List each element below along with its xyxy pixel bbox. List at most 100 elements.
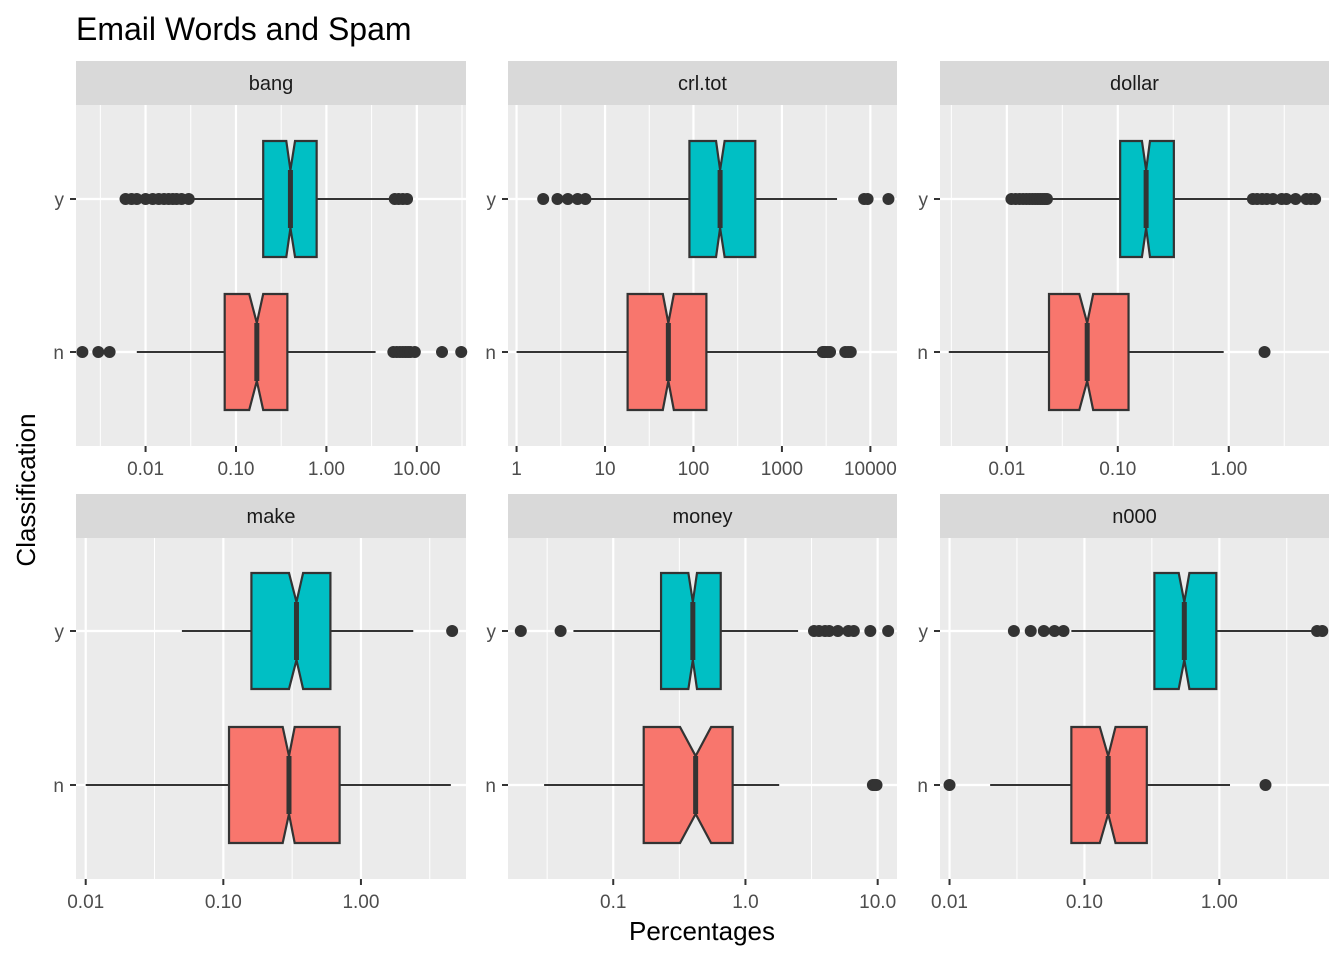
y-tick-label: n	[53, 343, 64, 364]
outlier-point	[561, 193, 574, 205]
y-tick-label: y	[487, 190, 497, 211]
x-tick-label: 0.1	[600, 892, 626, 913]
outlier-point	[823, 625, 836, 637]
boxplot-y	[119, 139, 414, 259]
outlier-point	[864, 625, 877, 637]
boxplot-y	[514, 571, 895, 691]
y-tick-label: n	[917, 343, 928, 364]
outlier-point	[847, 625, 860, 637]
x-tick-label: 0.10	[1099, 459, 1136, 480]
outlier-point	[943, 779, 956, 791]
y-tick-label: n	[53, 776, 64, 797]
outlier-point	[1040, 193, 1053, 205]
x-tick-label: 0.01	[127, 459, 164, 480]
y-tick-label: y	[487, 622, 497, 643]
x-tick-label: 0.01	[67, 892, 104, 913]
outlier-point	[130, 193, 143, 205]
outlier-point	[870, 779, 883, 791]
outlier-point	[551, 193, 564, 205]
x-tick-label: 100	[678, 459, 710, 480]
boxplot-n	[76, 292, 468, 412]
facet-strip	[940, 61, 1329, 105]
x-tick-label: 0.10	[1066, 892, 1103, 913]
outlier-point	[436, 346, 449, 358]
x-tick-label: 0.01	[931, 892, 968, 913]
outlier-point	[1258, 346, 1271, 358]
facet-strip-label: crl.tot	[678, 73, 727, 95]
facet-crl-tot: 1 10 100 1000 10000 y n crl.tot	[485, 61, 897, 480]
boxplot-n	[943, 725, 1272, 845]
outlier-point	[455, 346, 468, 358]
x-tick-label: 10.00	[393, 459, 441, 480]
facet-strip	[76, 61, 466, 105]
boxplot-y	[1005, 139, 1322, 259]
facet-strip-label: n000	[1112, 506, 1157, 528]
boxplot-y	[1007, 571, 1329, 691]
y-tick-label: n	[485, 343, 496, 364]
outlier-point	[537, 193, 550, 205]
boxplot-n	[948, 292, 1271, 412]
boxplot-n	[85, 725, 451, 845]
outlier-point	[882, 193, 895, 205]
outlier-point	[1057, 625, 1070, 637]
outlier-point	[1266, 193, 1279, 205]
notched-box	[642, 725, 734, 845]
x-tick-label: 1.00	[308, 459, 345, 480]
outlier-point	[824, 346, 837, 358]
x-axis-title: Percentages	[629, 916, 775, 946]
outlier-point	[1007, 625, 1020, 637]
facet-bang: 0.01 0.10 1.00 10.00 y n bang	[53, 61, 468, 480]
facet-strip-label: make	[247, 506, 296, 528]
notched-box	[227, 725, 341, 845]
facet-strip	[508, 61, 897, 105]
facet-strip-label: money	[672, 506, 732, 528]
outlier-point	[76, 346, 89, 358]
x-tick-label: 1000	[761, 459, 803, 480]
facet-strip-label: bang	[249, 73, 294, 95]
outlier-point	[861, 193, 874, 205]
x-tick-label: 0.10	[217, 459, 254, 480]
outlier-point	[401, 193, 414, 205]
facet-make: 0.01 0.10 1.00 y n make	[53, 494, 466, 913]
y-tick-label: y	[919, 190, 929, 211]
outlier-point	[1259, 779, 1272, 791]
y-axis-title: Classification	[11, 413, 41, 566]
y-tick-label: y	[55, 190, 65, 211]
x-tick-label: 0.10	[205, 892, 242, 913]
outlier-point	[579, 193, 592, 205]
outlier-point	[1280, 193, 1293, 205]
outlier-point	[554, 625, 567, 637]
outlier-point	[1037, 625, 1050, 637]
x-tick-label: 1	[511, 459, 522, 480]
notched-box	[250, 571, 332, 691]
outlier-point	[446, 625, 459, 637]
outlier-point	[831, 625, 844, 637]
boxplot-y	[537, 139, 895, 259]
outlier-point	[92, 346, 105, 358]
x-tick-label: 10	[594, 459, 615, 480]
x-tick-label: 10.0	[859, 892, 896, 913]
x-tick-label: 1.0	[732, 892, 758, 913]
chart-title: Email Words and Spam	[76, 11, 412, 47]
outlier-point	[882, 625, 895, 637]
outlier-point	[844, 346, 857, 358]
outlier-point	[1289, 193, 1302, 205]
boxplot-n	[544, 725, 883, 845]
x-tick-label: 1.00	[342, 892, 379, 913]
x-tick-label: 1.00	[1201, 892, 1238, 913]
facet-strip	[940, 494, 1329, 538]
y-tick-label: n	[485, 776, 496, 797]
facet-money: 0.1 1.0 10.0 y n money	[485, 494, 897, 913]
y-tick-label: n	[917, 776, 928, 797]
outlier-point	[1048, 625, 1061, 637]
facet-dollar: 0.01 0.10 1.00 y n dollar	[917, 61, 1329, 480]
facet-strip	[76, 494, 466, 538]
x-tick-label: 1.00	[1210, 459, 1247, 480]
facet-strip	[508, 494, 897, 538]
boxplot-y	[181, 571, 459, 691]
outlier-point	[182, 193, 195, 205]
boxplot-n	[516, 292, 857, 412]
outlier-point	[1309, 193, 1322, 205]
outlier-point	[408, 346, 421, 358]
